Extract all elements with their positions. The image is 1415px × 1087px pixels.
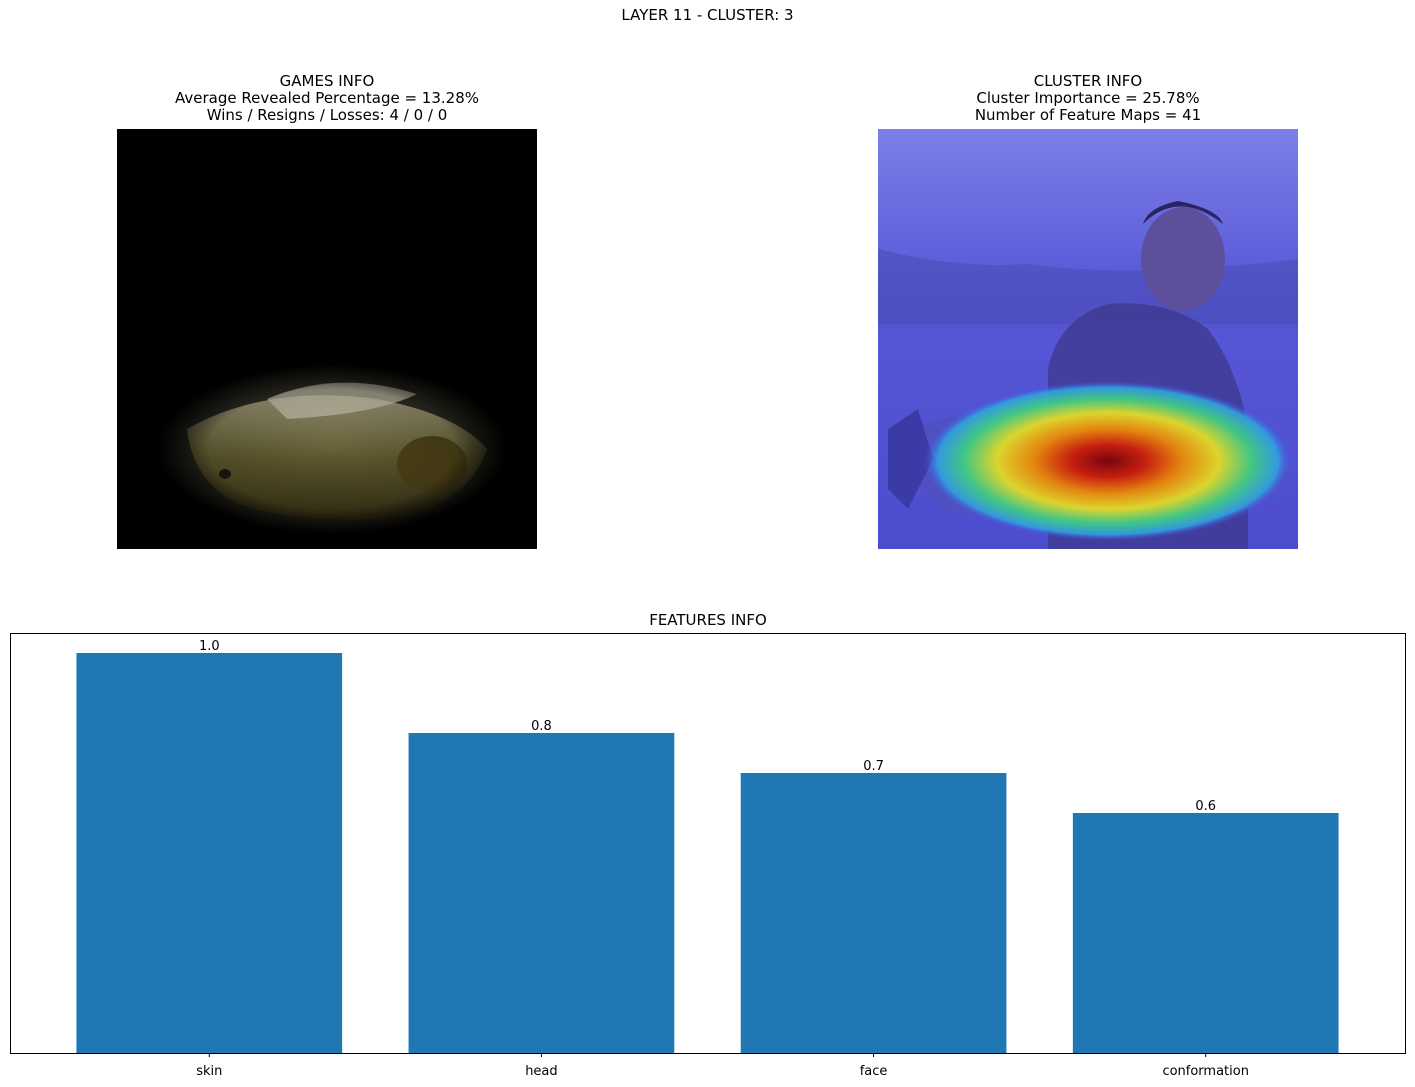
data-label-conformation: 0.6 <box>1195 799 1216 814</box>
bar-skin <box>76 653 343 1053</box>
x-tick-label-head: head <box>525 1064 557 1079</box>
data-label-face: 0.7 <box>863 759 884 774</box>
cluster-importance: Cluster Importance = 25.78% <box>976 89 1200 107</box>
cluster-heatmap-image <box>878 129 1298 549</box>
bar-conformation <box>1072 813 1339 1053</box>
plot-frame <box>10 633 1406 1054</box>
wins-resigns-losses: Wins / Resigns / Losses: 4 / 0 / 0 <box>206 106 448 124</box>
bar-face <box>740 773 1007 1053</box>
data-label-skin: 1.0 <box>199 639 220 654</box>
average-revealed-percentage: Average Revealed Percentage = 13.28% <box>174 89 479 107</box>
data-label-head: 0.8 <box>531 719 552 734</box>
cluster-info-title: CLUSTER INFO Cluster Importance = 25.78%… <box>878 73 1298 124</box>
revealed-fish-image <box>117 129 537 549</box>
features-info-title: FEATURES INFO <box>649 611 767 629</box>
bar-head <box>408 733 675 1053</box>
cluster-info-heading: CLUSTER INFO <box>1033 72 1143 90</box>
x-tick-label-skin: skin <box>196 1064 222 1079</box>
number-of-feature-maps: Number of Feature Maps = 41 <box>974 106 1202 124</box>
games-info-heading: GAMES INFO <box>279 72 375 90</box>
x-tick-label-conformation: conformation <box>1162 1064 1249 1079</box>
x-tick-label-face: face <box>860 1064 888 1079</box>
games-info-title: GAMES INFO Average Revealed Percentage =… <box>117 73 537 124</box>
figure-title: LAYER 11 - CLUSTER: 3 <box>621 6 794 24</box>
